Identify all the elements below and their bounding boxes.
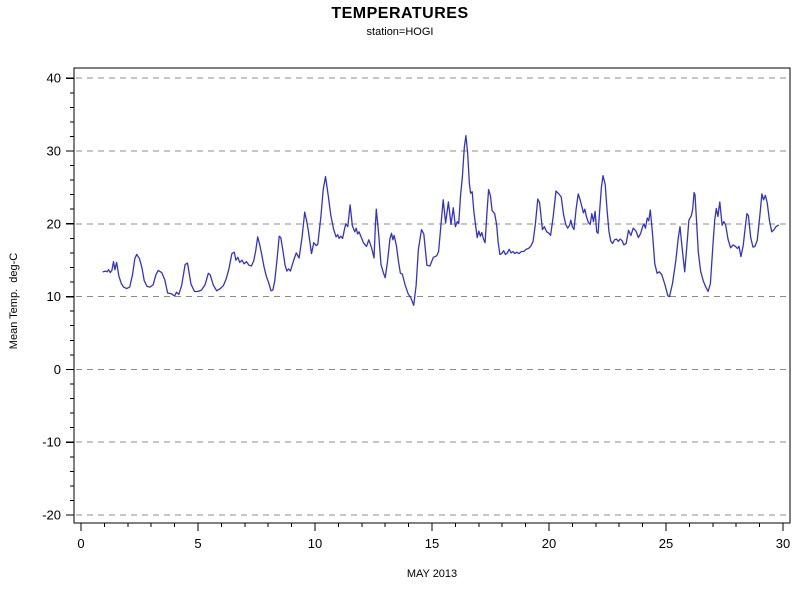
y-tick-label--10: -10 (42, 435, 61, 450)
y-tick-label-40: 40 (47, 71, 61, 86)
y-tick-label-0: 0 (54, 362, 61, 377)
x-tick-label-10: 10 (308, 536, 322, 551)
temperature-series-line (102, 135, 779, 306)
y-tick-label-20: 20 (47, 216, 61, 231)
chart-subtitle: station=HOGI (366, 26, 434, 38)
x-tick-label-5: 5 (194, 536, 201, 551)
plot-frame (73, 67, 791, 524)
x-tick-label-30: 30 (776, 536, 790, 551)
x-axis-label: MAY 2013 (406, 568, 458, 580)
x-tick-label-25: 25 (659, 536, 673, 551)
y-axis-label: Mean Temp. deg-C (8, 252, 20, 350)
x-tick-label-20: 20 (542, 536, 556, 551)
y-tick-label-30: 30 (47, 144, 61, 159)
y-tick-label-10: 10 (47, 289, 61, 304)
chart-title: TEMPERATURES (331, 5, 469, 22)
y-tick-label--20: -20 (42, 508, 61, 523)
x-tick-label-15: 15 (425, 536, 439, 551)
x-tick-label-0: 0 (77, 536, 84, 551)
